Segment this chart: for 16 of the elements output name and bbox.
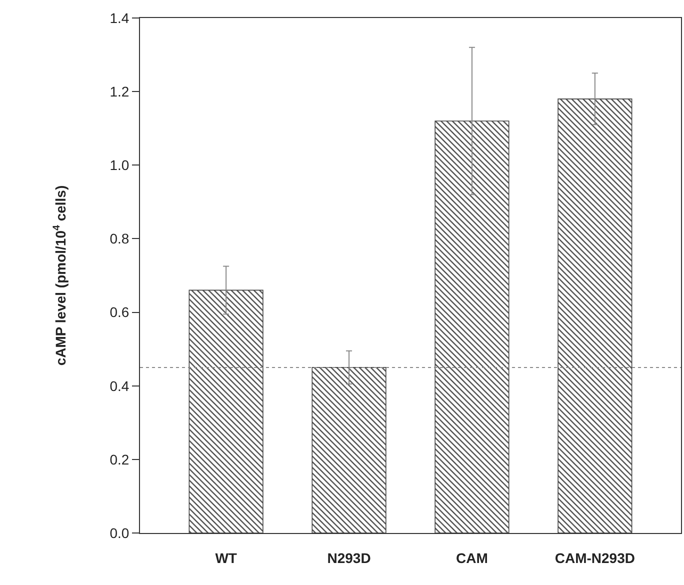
x-tick-label: WT bbox=[215, 550, 238, 566]
y-tick-label: 0.8 bbox=[110, 230, 130, 247]
bar bbox=[188, 290, 264, 533]
y-tick-label: 1.2 bbox=[110, 83, 130, 100]
y-tick-label: 0.0 bbox=[110, 524, 130, 541]
x-tick-label: CAM-N293D bbox=[554, 550, 635, 566]
bar bbox=[312, 367, 386, 533]
x-tick-label: N293D bbox=[327, 550, 371, 566]
x-tick-label: CAM bbox=[456, 550, 488, 566]
y-tick-label: 0.6 bbox=[110, 304, 130, 320]
y-tick-label: 1.0 bbox=[110, 157, 130, 174]
y-tick-label: 0.4 bbox=[110, 378, 130, 394]
bar bbox=[434, 120, 510, 533]
y-tick-label: 1.4 bbox=[110, 10, 130, 26]
y-tick-label: 0.2 bbox=[110, 451, 130, 468]
bar bbox=[558, 98, 632, 533]
